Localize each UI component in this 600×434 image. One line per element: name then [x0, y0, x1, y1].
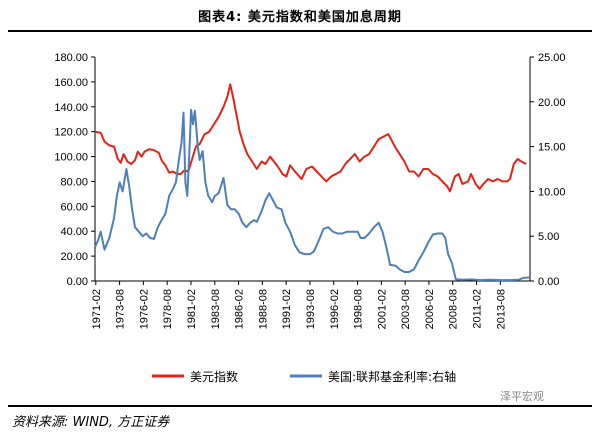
left-tick-label: 60.00 [60, 201, 88, 213]
fed-funds-rate-line [94, 108, 531, 282]
left-tick-label: 140.00 [54, 102, 88, 114]
right-tick-label: 0.00 [538, 276, 559, 288]
dollar-index-line [94, 83, 527, 193]
top-rule [8, 30, 592, 32]
right-tick-label: 5.00 [538, 231, 559, 243]
watermark-text: 泽平宏观 [500, 390, 544, 403]
left-tick-label: 40.00 [60, 226, 88, 238]
right-tick-label: 25.00 [538, 52, 566, 64]
x-tick-label: 1978-08 [162, 289, 174, 329]
right-tick-label: 15.00 [538, 142, 566, 154]
x-tick-label: 1998-08 [353, 289, 365, 329]
x-tick-label: 1996-02 [329, 289, 341, 329]
right-tick-label: 20.00 [538, 97, 566, 109]
x-tick-label: 2013-08 [495, 289, 507, 329]
x-tick-label: 2008-08 [448, 289, 460, 329]
left-tick-label: 120.00 [54, 127, 88, 139]
x-tick-label: 1991-02 [281, 289, 293, 329]
x-tick-label: 1988-08 [257, 289, 269, 329]
left-tick-label: 0.00 [67, 276, 88, 288]
x-tick-label: 1981-02 [186, 289, 198, 329]
left-tick-label: 20.00 [60, 251, 88, 263]
x-tick-label: 2011-02 [472, 289, 484, 329]
x-tick-label: 1983-08 [210, 289, 222, 329]
x-tick-label: 1973-08 [115, 289, 127, 329]
x-tick-label: 2003-08 [400, 289, 412, 329]
legend-dollar-index-label: 美元指数 [190, 369, 238, 384]
x-tick-label: 2006-02 [424, 289, 436, 329]
left-tick-label: 160.00 [54, 77, 88, 89]
bottom-rule [8, 405, 592, 407]
x-tick-label: 1976-02 [138, 289, 150, 329]
left-tick-label: 80.00 [60, 176, 88, 188]
x-tick-label: 1971-02 [91, 289, 103, 329]
chart-title: 图表4: 美元指数和美国加息周期 [198, 10, 402, 25]
legend-fed-funds-rate-label: 美国:联邦基金利率:右轴 [328, 369, 456, 384]
x-tick-label: 2001-02 [376, 289, 388, 329]
source-note: 资料来源: WIND, 方正证券 [12, 415, 170, 430]
x-tick-label: 1993-08 [305, 289, 317, 329]
right-tick-label: 10.00 [538, 186, 566, 198]
left-tick-label: 100.00 [54, 152, 88, 164]
x-tick-label: 1986-02 [234, 289, 246, 329]
left-tick-label: 180.00 [54, 52, 88, 64]
